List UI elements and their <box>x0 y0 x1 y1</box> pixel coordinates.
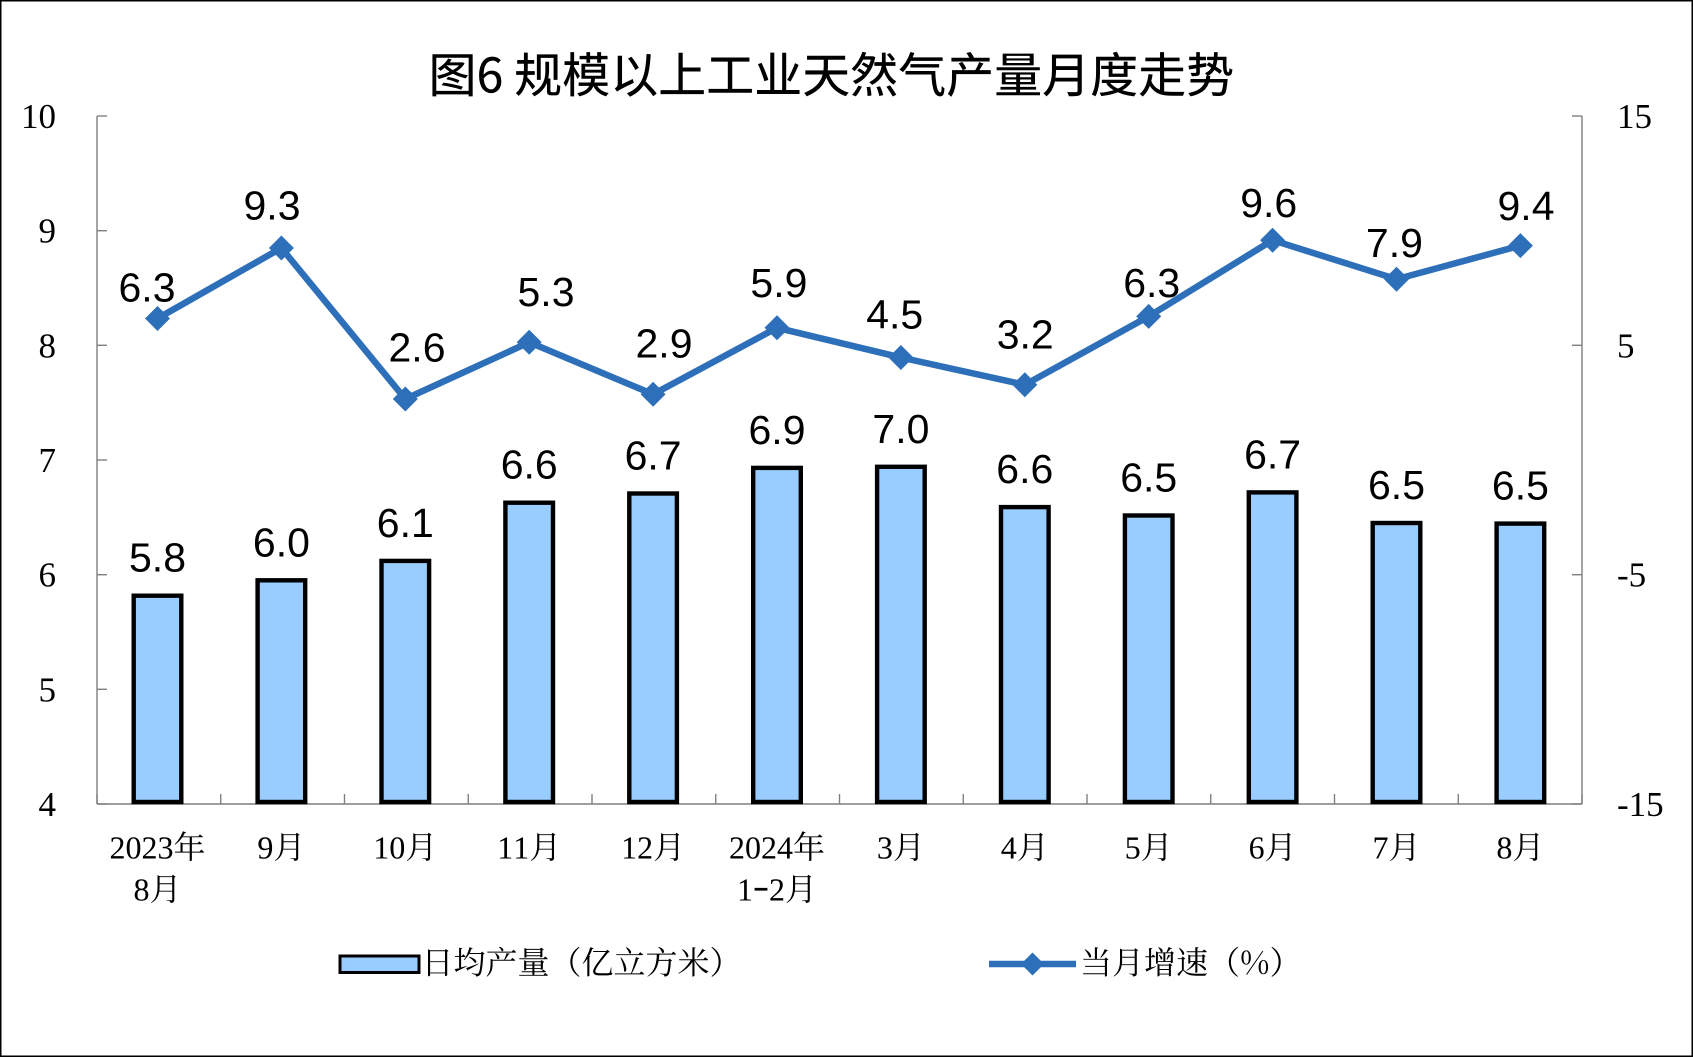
svg-text:5: 5 <box>1617 326 1635 365</box>
svg-text:6.7: 6.7 <box>625 433 682 479</box>
svg-text:5.3: 5.3 <box>518 269 575 315</box>
svg-text:9: 9 <box>39 212 57 251</box>
svg-text:6.1: 6.1 <box>377 500 434 546</box>
svg-text:6.5: 6.5 <box>1368 462 1425 508</box>
svg-text:10: 10 <box>21 97 56 136</box>
svg-text:6.0: 6.0 <box>253 519 310 565</box>
svg-text:5.8: 5.8 <box>129 535 186 581</box>
svg-text:15: 15 <box>1617 97 1652 136</box>
svg-text:6.6: 6.6 <box>501 442 558 488</box>
svg-text:4.5: 4.5 <box>866 292 923 338</box>
svg-text:2.6: 2.6 <box>389 325 446 371</box>
svg-text:6.3: 6.3 <box>1123 260 1180 306</box>
svg-text:6.7: 6.7 <box>1244 431 1301 477</box>
svg-text:9.3: 9.3 <box>244 183 301 229</box>
svg-text:6.5: 6.5 <box>1120 455 1177 501</box>
svg-text:7: 7 <box>39 441 57 480</box>
svg-text:5: 5 <box>39 670 57 709</box>
svg-text:8: 8 <box>39 326 57 365</box>
svg-text:6: 6 <box>39 556 57 595</box>
svg-text:6.5: 6.5 <box>1492 463 1549 509</box>
svg-text:7.9: 7.9 <box>1366 220 1423 266</box>
svg-text:6.3: 6.3 <box>119 265 176 311</box>
svg-text:-15: -15 <box>1617 785 1664 824</box>
svg-text:6.9: 6.9 <box>749 407 806 453</box>
svg-text:9.6: 9.6 <box>1240 180 1297 226</box>
svg-text:3.2: 3.2 <box>997 311 1054 357</box>
svg-text:7.0: 7.0 <box>872 406 929 452</box>
svg-text:6.6: 6.6 <box>996 446 1053 492</box>
svg-text:4: 4 <box>39 785 57 824</box>
svg-text:9.4: 9.4 <box>1498 183 1555 229</box>
svg-text:-5: -5 <box>1617 556 1646 595</box>
svg-text:5.9: 5.9 <box>750 260 807 306</box>
svg-text:2.9: 2.9 <box>636 321 693 367</box>
